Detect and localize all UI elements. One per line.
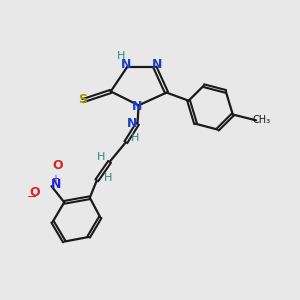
Text: −: − bbox=[27, 191, 38, 204]
Text: O: O bbox=[52, 159, 63, 172]
Text: O: O bbox=[30, 186, 40, 199]
Text: H: H bbox=[131, 133, 139, 143]
Text: N: N bbox=[152, 58, 162, 71]
Text: N: N bbox=[127, 117, 137, 130]
Text: N: N bbox=[122, 58, 132, 71]
Text: CH₃: CH₃ bbox=[253, 115, 271, 125]
Text: H: H bbox=[104, 172, 112, 183]
Text: N: N bbox=[51, 178, 61, 191]
Text: H: H bbox=[117, 51, 125, 61]
Text: +: + bbox=[51, 174, 59, 184]
Text: H: H bbox=[97, 152, 105, 162]
Text: S: S bbox=[78, 93, 87, 106]
Text: N: N bbox=[132, 100, 143, 113]
